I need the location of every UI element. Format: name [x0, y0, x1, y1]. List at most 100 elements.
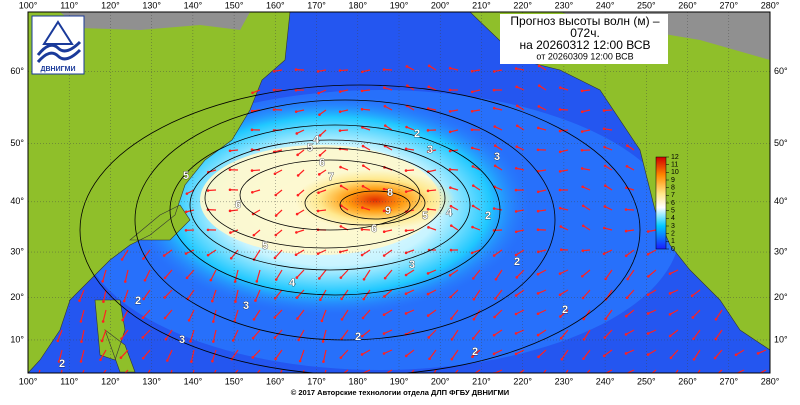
- arrow-head: [559, 130, 562, 133]
- arrow-head: [210, 379, 213, 382]
- x-tick-label: 120°: [101, 0, 120, 10]
- arrow-head: [383, 68, 386, 71]
- arrow-head: [383, 254, 386, 257]
- x-tick-label: 180°: [348, 376, 367, 386]
- arrow-head: [384, 124, 387, 127]
- arrow-head: [317, 210, 320, 213]
- arrow-head: [559, 272, 562, 275]
- arrow-head: [493, 254, 496, 257]
- arrow-head: [166, 359, 169, 362]
- arrow-head: [515, 294, 518, 297]
- colorbar-label: 11: [671, 162, 678, 169]
- arrow-head: [604, 278, 607, 281]
- arrow-head: [428, 65, 431, 68]
- contour-label: 2: [59, 358, 65, 370]
- colorbar-label: 5: [671, 208, 675, 215]
- arrow-head: [472, 337, 475, 340]
- arrow-head: [188, 319, 191, 322]
- arrow-head: [229, 210, 232, 213]
- arrow-head: [405, 190, 408, 193]
- y-tick-label: 20°: [10, 292, 24, 302]
- arrow-head: [295, 253, 298, 256]
- arrow-head: [715, 318, 718, 321]
- x-tick-label: 230°: [555, 0, 574, 10]
- arrow-head: [537, 356, 540, 359]
- arrow-head: [604, 336, 607, 339]
- contour-label: 3: [494, 151, 500, 163]
- arrow-head: [229, 231, 232, 234]
- arrow-head: [427, 336, 430, 339]
- x-tick-label: 160°: [266, 376, 285, 386]
- arrow-head: [561, 358, 564, 361]
- arrow-head: [581, 376, 584, 379]
- arrow-head: [449, 67, 452, 70]
- arrow-head: [625, 315, 628, 318]
- arrow-head: [99, 359, 102, 362]
- arrow-head: [625, 230, 628, 233]
- arrow-head: [295, 231, 298, 234]
- arrow-head: [582, 297, 585, 300]
- arrow-head: [274, 172, 277, 175]
- arrow-head: [603, 146, 606, 149]
- x-tick-label: 140°: [184, 0, 203, 10]
- arrow-head: [190, 360, 193, 363]
- arrow-head: [537, 312, 540, 315]
- arrow-head: [189, 340, 192, 343]
- arrow-head: [625, 254, 628, 257]
- arrow-head: [582, 204, 585, 207]
- title-line: от 20260309 12:00 ВСВ: [536, 51, 633, 61]
- arrow-head: [471, 110, 474, 113]
- arrow-head: [274, 234, 277, 237]
- arrow-head: [339, 110, 342, 113]
- contour-label: 7: [328, 171, 334, 183]
- arrow-head: [537, 334, 540, 337]
- arrow-head: [78, 379, 81, 382]
- y-tick-label: 50°: [10, 138, 24, 148]
- arrow-head: [560, 337, 563, 340]
- contour-label: 3: [179, 334, 185, 346]
- arrow-head: [251, 191, 254, 194]
- arrow-head: [583, 338, 586, 341]
- arrow-head: [299, 360, 302, 363]
- arrow-head: [449, 150, 452, 153]
- arrow-head: [713, 375, 716, 378]
- arrow-head: [625, 333, 628, 336]
- x-tick-label: 270°: [719, 0, 738, 10]
- arrow-head: [427, 129, 430, 132]
- x-tick-label: 150°: [225, 0, 244, 10]
- arrow-head: [450, 249, 453, 252]
- contour-label: 3: [427, 144, 433, 156]
- arrow-head: [361, 254, 364, 257]
- arrow-head: [142, 357, 145, 360]
- arrow-head: [691, 294, 694, 297]
- arrow-head: [340, 225, 343, 228]
- arrow-head: [516, 105, 519, 108]
- arrow-head: [515, 230, 518, 233]
- arrow-head: [471, 226, 474, 229]
- arrow-head: [296, 296, 299, 299]
- x-tick-label: 100°: [19, 0, 38, 10]
- arrow-head: [581, 249, 584, 252]
- arrow-head: [120, 337, 123, 340]
- arrow-head: [186, 277, 189, 280]
- arrow-head: [493, 207, 496, 210]
- arrow-head: [449, 296, 452, 299]
- arrow-head: [207, 229, 210, 232]
- arrow-head: [124, 280, 127, 283]
- arrow-head: [559, 207, 562, 210]
- contour-label: 2: [355, 331, 361, 343]
- arrow-head: [757, 352, 760, 355]
- arrow-head: [296, 213, 299, 216]
- arrow-head: [230, 257, 233, 260]
- arrow-head: [537, 210, 540, 213]
- arrow-head: [471, 70, 474, 73]
- title-line: на 20260312 12:00 ВСВ: [520, 38, 651, 52]
- arrow-head: [538, 65, 541, 68]
- arrow-head: [495, 278, 498, 281]
- arrow-head: [142, 298, 145, 301]
- arrow-head: [121, 319, 124, 322]
- contour-label: 4: [446, 207, 453, 219]
- arrow-head: [581, 130, 584, 133]
- arrow-head: [274, 316, 277, 319]
- arrow-head: [428, 357, 431, 360]
